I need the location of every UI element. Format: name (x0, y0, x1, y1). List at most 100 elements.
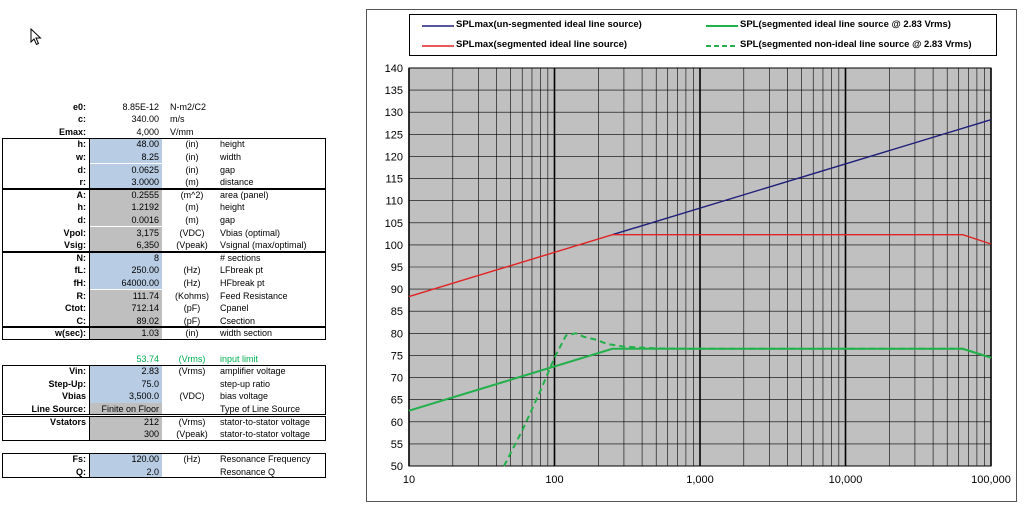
row-value[interactable] (90, 441, 162, 454)
row-description: Csection (220, 315, 256, 326)
row-value[interactable]: 0.2555 (90, 188, 162, 202)
row-value[interactable]: 1.03 (90, 327, 162, 340)
sheet-row: h: 48.00 (in) height (0, 138, 330, 151)
sheet-row: Vin: 2.83 (Vrms) amplifier voltage (0, 365, 330, 378)
row-description: # sections (220, 252, 261, 263)
legend-swatch (422, 25, 454, 27)
row-unit: (m) (185, 202, 199, 213)
row-value[interactable]: 2.83 (90, 365, 162, 378)
row-label: e0: (72, 101, 86, 112)
row-description: width (220, 151, 242, 162)
sheet-row: 53.74 (Vrms) input limit (0, 353, 330, 366)
row-value[interactable]: 64000.00 (90, 276, 162, 290)
row-description (218, 126, 330, 139)
row-label: Step-Up: (48, 378, 87, 389)
row-value[interactable]: 3,175 (90, 226, 162, 240)
row-label: r: (79, 177, 87, 188)
row-label: fL: (74, 265, 87, 276)
row-description: Vbias (optimal) (220, 227, 281, 238)
row-unit: (Vrms) (178, 353, 206, 364)
row-label: Vbias (61, 391, 86, 402)
sheet-row: Emax: 4,000 V/mm (0, 126, 330, 139)
row-value[interactable]: 53.74 (136, 353, 159, 364)
sheet-row: d: 0.0016 (m) gap (0, 213, 330, 227)
row-unit: (m) (185, 214, 199, 225)
row-value[interactable]: Finite on Floor (90, 402, 162, 416)
row-description: width section (220, 328, 273, 339)
row-label (0, 428, 86, 441)
row-description: Resonance Q (220, 466, 276, 477)
row-label: C: (76, 315, 87, 326)
row-description: height (220, 139, 245, 150)
row-value[interactable]: 75.0 (90, 377, 162, 391)
row-label (0, 340, 86, 353)
row-unit: (Vrms) (178, 366, 206, 377)
sheet-row: d: 0.0625 (in) gap (0, 163, 330, 177)
row-value[interactable]: 712.14 (90, 302, 162, 315)
sheet-row: w(sec): 1.03 (in) width section (0, 327, 330, 340)
row-description: Feed Resistance (220, 290, 288, 301)
row-value[interactable]: 48.00 (90, 138, 162, 151)
row-label: Fs: (72, 454, 87, 465)
sheet-row: c: 340.00 m/s (0, 113, 330, 126)
chart-legend[interactable]: SPLmax(un-segmented ideal line source) S… (409, 14, 997, 56)
row-description: gap (220, 214, 236, 225)
row-value[interactable]: 3,500.0 (90, 390, 162, 403)
row-description (218, 113, 330, 126)
row-description: input limit (220, 353, 259, 364)
sheet-row: N: 8 # sections (0, 251, 330, 265)
row-label: c: (77, 114, 86, 125)
chart-area[interactable] (366, 9, 1017, 502)
row-value[interactable]: 120.00 (90, 453, 162, 466)
row-unit (166, 340, 218, 353)
row-value[interactable]: 8.85E-12 (122, 101, 159, 112)
row-value[interactable]: 8 (90, 251, 162, 265)
row-unit: (m^2) (180, 189, 204, 200)
row-description: HFbreak pt (220, 277, 265, 288)
row-value[interactable]: 250.00 (90, 264, 162, 277)
sheet-row: fL: 250.00 (Hz) LFbreak pt (0, 264, 330, 277)
row-unit: (Hz) (183, 265, 201, 276)
sheet-row: w: 8.25 (in) width (0, 150, 330, 164)
row-value[interactable]: 3.0000 (90, 176, 162, 189)
row-value[interactable]: 2.0 (90, 465, 162, 479)
row-label: fH: (73, 277, 87, 288)
row-label: Vstators (49, 416, 86, 427)
row-description: amplifier voltage (220, 366, 286, 377)
row-label: w: (76, 151, 86, 162)
sheet-row: Line Source: Finite on Floor Type of Line … (0, 402, 330, 416)
row-description: gap (220, 164, 236, 175)
row-value[interactable]: 300 (90, 428, 162, 441)
row-value[interactable]: 212 (90, 415, 162, 429)
row-value[interactable]: 111.74 (90, 289, 162, 303)
legend-swatch (706, 45, 738, 47)
row-unit: (m) (185, 177, 199, 188)
sheet-row: Fs: 120.00 (Hz) Resonance Frequency (0, 453, 330, 466)
legend-label: SPLmax(un-segmented ideal line source) (456, 19, 642, 30)
row-value[interactable]: 340.00 (131, 114, 159, 125)
row-value[interactable]: 1.2192 (90, 201, 162, 214)
row-label: h: (77, 202, 87, 213)
row-description: area (panel) (220, 189, 269, 200)
row-description: stator-to-stator voltage (220, 429, 311, 440)
row-description: bias voltage (220, 391, 269, 402)
legend-swatch (706, 25, 738, 27)
sheet-row: 300 (Vpeak) stator-to-stator voltage (0, 428, 330, 441)
row-value[interactable] (90, 340, 162, 353)
row-value[interactable]: 89.02 (90, 314, 162, 328)
row-description (218, 441, 330, 454)
row-value[interactable]: 6,350 (90, 239, 162, 252)
row-unit: (VDC) (179, 227, 205, 238)
row-label: Ctot: (65, 303, 86, 314)
row-value[interactable]: 4,000 (136, 126, 159, 137)
sheet-row: Vbias 3,500.0 (VDC) bias voltage (0, 390, 330, 403)
sheet-row: C: 89.02 (pF) Csection (0, 314, 330, 328)
row-unit: V/mm (170, 126, 194, 137)
row-value[interactable]: 8.25 (90, 150, 162, 164)
legend-swatch (422, 45, 454, 47)
row-description: Resonance Frequency (220, 454, 311, 465)
row-value[interactable]: 0.0625 (90, 163, 162, 177)
sheet-row: Vsig: 6,350 (Vpeak) Vsignal (max/optimal) (0, 239, 330, 252)
row-value[interactable]: 0.0016 (90, 213, 162, 227)
row-label: N: (76, 252, 87, 263)
